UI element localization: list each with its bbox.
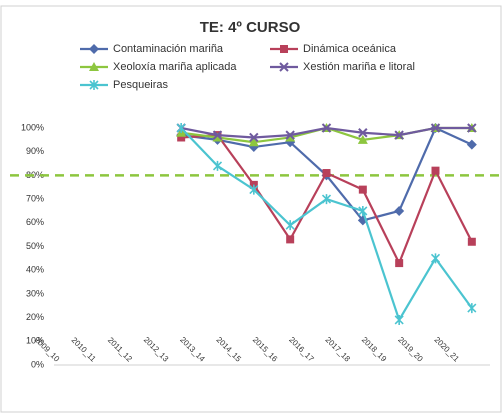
legend-marker	[89, 80, 99, 90]
chart-frame	[0, 5, 502, 413]
data-point	[249, 184, 259, 195]
legend-label: Pesqueiras	[113, 79, 169, 91]
chart-title: TE: 4º CURSO	[200, 19, 301, 36]
data-point	[357, 134, 368, 144]
data-point	[358, 205, 368, 216]
data-point	[176, 123, 186, 133]
legend-label: Xeoloxía mariña aplicada	[113, 61, 237, 73]
y-tick-label: 60%	[26, 217, 44, 227]
y-tick-label: 70%	[26, 193, 44, 203]
data-point	[322, 169, 331, 178]
y-tick-label: 10%	[26, 336, 44, 346]
legend-marker	[279, 62, 289, 72]
data-point	[248, 137, 259, 147]
data-point	[212, 160, 223, 171]
data-point	[285, 132, 296, 142]
data-point	[467, 123, 477, 133]
y-tick-label: 80%	[26, 170, 44, 180]
legend-marker	[280, 45, 288, 53]
data-point	[395, 259, 404, 268]
data-point	[285, 130, 295, 140]
data-point	[394, 130, 404, 140]
legend-label: Xestión mariña e litoral	[303, 61, 415, 73]
data-point	[467, 303, 477, 314]
y-tick-label: 0%	[31, 359, 44, 369]
data-point	[321, 123, 332, 133]
legend-marker	[89, 62, 99, 71]
y-tick-label: 90%	[26, 146, 44, 156]
data-point	[285, 220, 295, 231]
legend-label: Dinámica oceánica	[303, 43, 397, 55]
y-tick-label: 40%	[26, 265, 44, 275]
data-point	[430, 123, 441, 133]
data-point	[394, 314, 404, 325]
y-tick-label: 50%	[26, 241, 44, 251]
data-point	[394, 205, 405, 216]
data-point	[430, 253, 441, 264]
data-point	[286, 235, 295, 244]
data-point	[249, 132, 259, 143]
data-point	[466, 139, 477, 150]
y-tick-label: 20%	[26, 312, 44, 322]
data-point	[321, 194, 332, 205]
legend-label: Contaminación mariña	[113, 43, 224, 55]
y-tick-label: 30%	[26, 288, 44, 298]
data-point	[467, 237, 476, 246]
data-point	[431, 166, 440, 175]
y-tick-label: 100%	[21, 122, 44, 132]
legend-marker	[89, 44, 99, 54]
data-point	[212, 132, 223, 142]
data-point	[358, 185, 367, 194]
data-point	[177, 133, 186, 142]
data-point	[212, 130, 223, 140]
data-point	[358, 128, 368, 138]
